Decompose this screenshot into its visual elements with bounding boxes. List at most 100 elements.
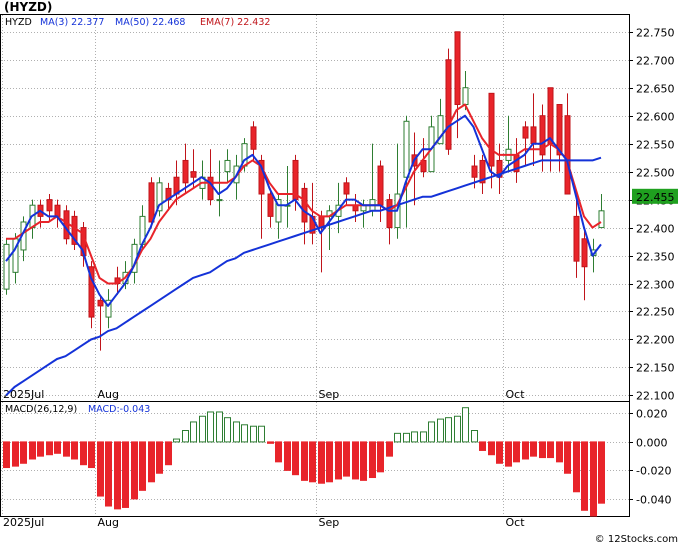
macd-bar-neg [63, 441, 70, 457]
macd-bar-neg [505, 441, 512, 467]
macd-bar-pos [173, 438, 180, 443]
candle-up [156, 182, 163, 212]
candle-down [547, 87, 554, 145]
macd-bar-pos [258, 425, 265, 443]
candle-down [581, 238, 588, 268]
macd-bar-neg [148, 441, 155, 483]
macd-bar-neg [556, 441, 563, 463]
macd-bar-neg [97, 441, 104, 497]
macd-bar-pos [199, 415, 206, 443]
candle-up [437, 115, 444, 145]
price-tick-label: 22.700 [636, 55, 675, 68]
candle-down [556, 104, 563, 156]
candle-up [224, 159, 231, 173]
month-label: 2025Jul [3, 516, 44, 529]
candle-down [530, 126, 537, 145]
macd-bar-neg [88, 441, 95, 469]
macd-bar-pos [394, 432, 401, 443]
price-tick-label: 22.500 [636, 167, 675, 180]
macd-bar-pos [445, 417, 452, 443]
candle-down [539, 115, 546, 156]
legend-symbol: HYZD [5, 17, 32, 28]
macd-bar-neg [292, 441, 299, 476]
macd-bar-neg [301, 441, 308, 481]
macd-bar-neg [598, 441, 605, 504]
candle-down [182, 159, 189, 184]
candle-down [386, 199, 393, 229]
candle-up [462, 87, 469, 106]
month-label: Oct [506, 388, 526, 401]
price-tick-label: 22.250 [636, 306, 675, 319]
macd-bar-neg [343, 441, 350, 477]
price-y-axis: 22.750 22.700 22.650 22.600 22.550 22.500 22.4… [629, 27, 675, 403]
candle-down [488, 92, 495, 167]
macd-bar-neg [46, 441, 53, 456]
macd-tick-label: 0.000 [636, 437, 668, 450]
candle-down [573, 215, 580, 262]
legend-ema7: EMA(7) 22.432 [200, 17, 270, 28]
macd-bar-pos [182, 430, 189, 443]
price-tick-label: 22.150 [636, 362, 675, 375]
chart-title: (HYZD) [4, 0, 53, 14]
legend-ma50: MA(50) 22.468 [115, 17, 185, 28]
macd-bar-pos [216, 411, 223, 443]
macd-bar-neg [80, 441, 87, 466]
macd-tick-label: -0.040 [636, 494, 671, 507]
macd-legend-label: MACD(26,12,9) [5, 404, 77, 415]
macd-bar-neg [513, 441, 520, 463]
macd-bar-neg [573, 441, 580, 493]
price-panel [0, 14, 630, 402]
month-label: Aug [98, 516, 119, 529]
macd-bar-neg [3, 441, 10, 469]
candle-down [54, 204, 61, 217]
macd-histogram [3, 407, 605, 517]
candle-down [190, 171, 197, 178]
macd-bar-neg [156, 441, 163, 474]
macd-bar-neg [488, 441, 495, 456]
price-tick-label: 22.100 [636, 390, 675, 403]
macd-bar-neg [267, 441, 274, 444]
macd-bar-neg [114, 441, 121, 510]
candle-up [403, 120, 410, 178]
candle-down [454, 31, 461, 106]
macd-bar-pos [420, 431, 427, 443]
macd-bar-pos [462, 407, 469, 443]
macd-bar-neg [547, 441, 554, 459]
candle-down [522, 126, 529, 139]
candle-up [216, 199, 223, 202]
macd-bar-pos [207, 411, 214, 443]
candle-down [377, 165, 384, 206]
candle-down [471, 165, 478, 178]
macd-grid [1, 402, 629, 516]
candle-down [250, 126, 257, 150]
ma3-line [5, 114, 602, 307]
ema7-line [6, 103, 602, 285]
macd-tick-label: 0.020 [636, 408, 668, 421]
candle-down [148, 182, 155, 223]
price-tick-label: 22.350 [636, 251, 675, 264]
price-tick-label: 22.200 [636, 334, 675, 347]
legend-ma3: MA(3) 22.377 [40, 17, 104, 28]
macd-bar-neg [29, 441, 36, 460]
month-label: Oct [506, 516, 526, 529]
candle-up [105, 299, 112, 318]
macd-bar-neg [20, 441, 27, 464]
macd-bar-neg [318, 441, 325, 484]
macd-y-axis: 0.020 0.000 -0.020 -0.040 [629, 408, 671, 507]
price-tick-label: 22.300 [636, 279, 675, 292]
candle-down [301, 187, 308, 223]
macd-bar-pos [471, 430, 478, 443]
month-label: Sep [319, 388, 340, 401]
macd-bar-pos [233, 421, 240, 443]
price-tick-label: 22.400 [636, 223, 675, 236]
candle-down [445, 59, 452, 150]
macd-bar-pos [403, 432, 410, 443]
macd-bar-neg [352, 441, 359, 480]
macd-bar-neg [165, 441, 172, 466]
macd-bar-neg [275, 441, 282, 463]
price-tick-label: 22.750 [636, 27, 675, 40]
footer-credit: © 12Stocks.com [594, 534, 678, 545]
macd-bar-neg [122, 441, 129, 508]
last-price-badge [632, 188, 678, 204]
